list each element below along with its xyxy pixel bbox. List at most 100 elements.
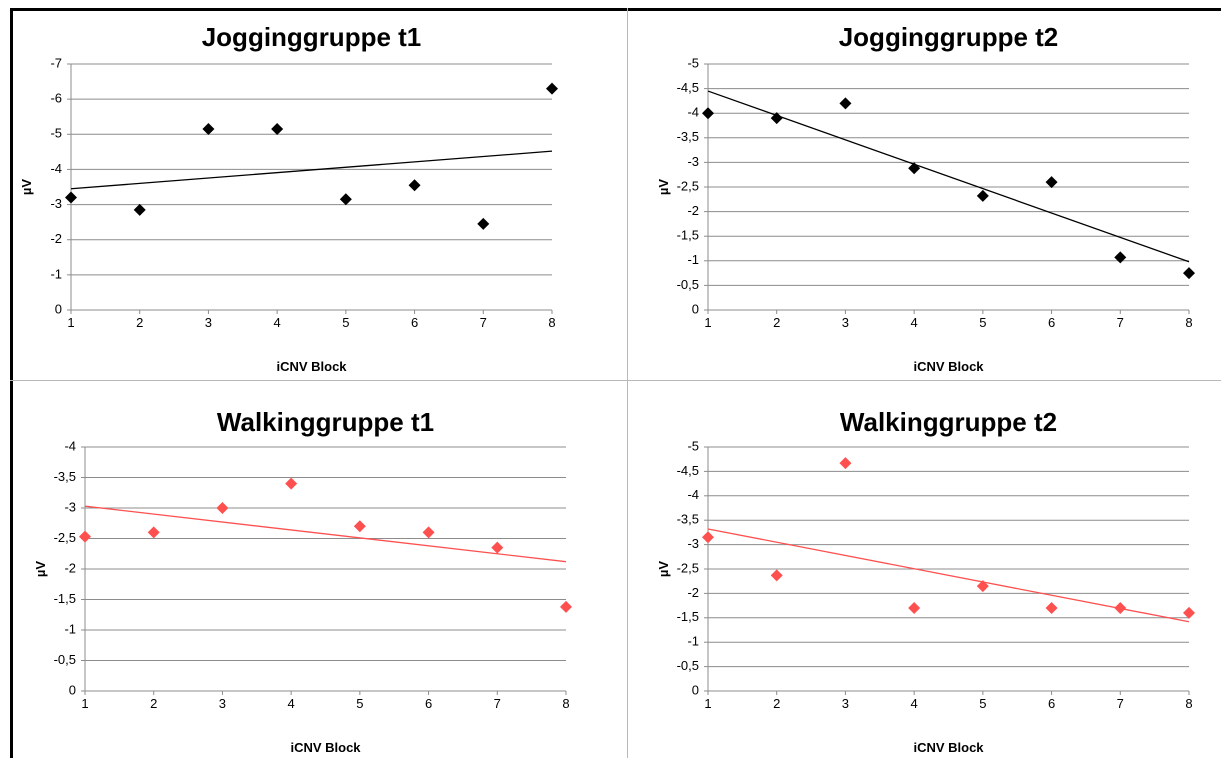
- y-axis-label: µV: [33, 561, 48, 577]
- y-tick-label: -1,5: [54, 591, 76, 606]
- panel-divider-vertical: [627, 8, 628, 758]
- data-point-marker: [976, 580, 989, 593]
- y-tick-label: 0: [692, 682, 699, 697]
- y-tick-label: -5: [50, 126, 62, 141]
- y-tick-label: -0,5: [54, 652, 76, 667]
- data-point-marker: [976, 189, 989, 202]
- data-point-marker: [770, 112, 783, 125]
- x-tick-label: 4: [911, 696, 918, 711]
- data-point-marker: [546, 82, 558, 95]
- x-tick-label: 3: [205, 315, 212, 330]
- data-point-marker: [408, 179, 421, 192]
- y-tick-label: -3: [687, 536, 699, 551]
- y-tick-label: -5: [687, 55, 699, 70]
- y-tick-label: -4: [50, 161, 62, 176]
- x-tick-label: 3: [219, 696, 226, 711]
- data-point-marker: [271, 123, 284, 136]
- trendline: [707, 90, 1190, 263]
- y-tick-label: 0: [55, 301, 62, 316]
- data-point-marker: [422, 526, 435, 539]
- chart-walking-t1: Walkinggruppe t1 0 -0,5 -1 -1,5 -2 -2,5 -3 -3,5 -…: [33, 407, 572, 755]
- y-tick-label: -2,5: [677, 178, 699, 193]
- data-point-marker: [1183, 267, 1195, 280]
- x-tick-label: 2: [773, 315, 780, 330]
- x-tick-label: 8: [1185, 696, 1192, 711]
- x-tick-label: 7: [494, 696, 501, 711]
- y-tick-label: -2,5: [677, 560, 699, 575]
- y-tick-label: -1: [687, 252, 699, 267]
- x-tick-label: 4: [911, 315, 918, 330]
- data-point-marker: [702, 107, 714, 120]
- data-point-marker: [1114, 251, 1127, 264]
- data-point-marker: [65, 191, 77, 204]
- y-tick-label: -4: [687, 105, 699, 120]
- y-tick-label: -1: [50, 266, 62, 281]
- chart-panel-jogging-t2: Jogginggruppe t2 0 -0,5 -1 -1,5 -2 -2,5 -3 -3,5 -…: [630, 11, 1221, 381]
- x-tick-label: 1: [81, 696, 88, 711]
- y-tick-label: -3: [50, 196, 62, 211]
- x-tick-label: 7: [1117, 315, 1124, 330]
- x-tick-label: 3: [842, 696, 849, 711]
- data-point-marker: [477, 217, 490, 230]
- x-tick-label: 3: [842, 315, 849, 330]
- data-point-marker: [1114, 602, 1127, 615]
- data-point-marker: [285, 477, 298, 490]
- x-tick-label: 5: [342, 315, 349, 330]
- data-point-marker: [1045, 176, 1058, 189]
- y-tick-label: 0: [69, 682, 76, 697]
- x-tick-label: 1: [704, 696, 711, 711]
- x-tick-label: 5: [979, 315, 986, 330]
- x-tick-label: 6: [411, 315, 418, 330]
- x-tick-label: 5: [979, 696, 986, 711]
- data-point-marker: [79, 530, 91, 543]
- y-axis-label: µV: [19, 179, 34, 195]
- data-point-marker: [839, 97, 852, 110]
- y-tick-label: -1,5: [677, 228, 699, 243]
- data-point-marker: [202, 123, 215, 136]
- y-tick-label: -2: [687, 203, 699, 218]
- x-axis-label: iCNV Block: [290, 740, 361, 755]
- trendline: [707, 528, 1190, 623]
- x-tick-label: 1: [67, 315, 74, 330]
- data-point-marker: [908, 162, 921, 175]
- chart-jogging-t2: Jogginggruppe t2 0 -0,5 -1 -1,5 -2 -2,5 -3 -3,5 -…: [656, 22, 1195, 374]
- chart-frame: [10, 8, 1221, 758]
- x-tick-label: 7: [480, 315, 487, 330]
- x-tick-label: 7: [1117, 696, 1124, 711]
- data-point-marker: [1045, 602, 1058, 615]
- x-tick-label: 4: [288, 696, 295, 711]
- y-tick-label: -2: [50, 231, 62, 246]
- chart-panel-jogging-t1: Jogginggruppe t1 0 -1 -2 -3 -4 -5 -6 -7 1 2 3 4 5 6 7 8 i…: [13, 11, 623, 381]
- x-tick-label: 2: [136, 315, 143, 330]
- chart-title: Walkinggruppe t2: [840, 407, 1057, 437]
- y-tick-label: -3,5: [677, 129, 699, 144]
- chart-title: Jogginggruppe t1: [202, 22, 422, 52]
- x-tick-label: 2: [773, 696, 780, 711]
- y-tick-label: -1: [687, 634, 699, 649]
- data-point-marker: [908, 602, 921, 615]
- x-tick-label: 2: [150, 696, 157, 711]
- y-axis-label: µV: [656, 179, 671, 195]
- trendline: [84, 505, 567, 563]
- x-tick-label: 6: [1048, 696, 1055, 711]
- data-point-marker: [702, 531, 714, 544]
- x-axis-label: iCNV Block: [913, 740, 984, 755]
- y-tick-label: -3: [64, 499, 76, 514]
- y-tick-label: -0,5: [677, 277, 699, 292]
- panel-divider-horizontal: [10, 380, 1221, 381]
- y-tick-label: -1: [64, 621, 76, 636]
- chart-panel-walking-t1: Walkinggruppe t1 0 -0,5 -1 -1,5 -2 -2,5 -3 -3,5 -…: [13, 386, 623, 756]
- chart-panel-walking-t2: Walkinggruppe t2 0 -0,5 -1 -1,5 -2 -2,5 -3 -3,5 -…: [630, 386, 1221, 756]
- x-tick-label: 8: [562, 696, 569, 711]
- y-tick-label: -3,5: [677, 512, 699, 527]
- y-tick-label: -4: [64, 438, 76, 453]
- y-tick-label: -6: [50, 91, 62, 106]
- x-tick-label: 5: [356, 696, 363, 711]
- y-axis-label: µV: [656, 561, 671, 577]
- y-tick-label: -2,5: [54, 530, 76, 545]
- y-tick-label: -0,5: [677, 658, 699, 673]
- x-tick-label: 8: [548, 315, 555, 330]
- data-point-marker: [839, 457, 852, 470]
- data-point-marker: [1183, 606, 1195, 619]
- data-point-marker: [216, 502, 229, 514]
